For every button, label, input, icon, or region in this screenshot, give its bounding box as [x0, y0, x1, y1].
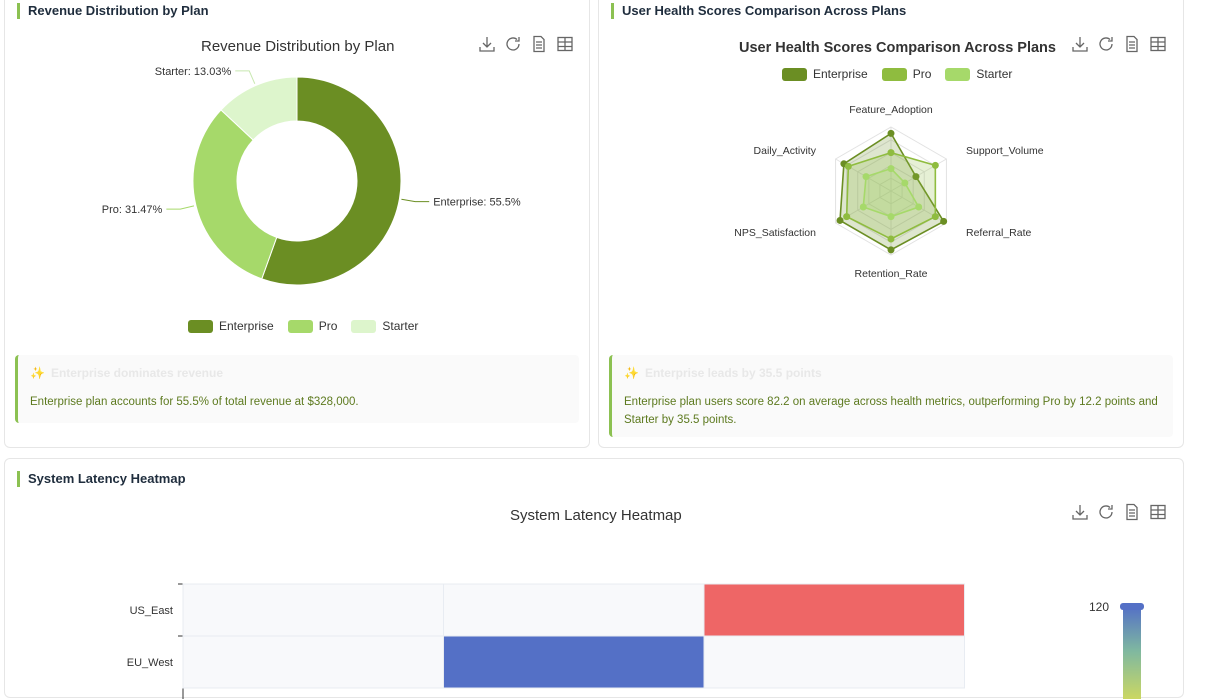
- radar-chart: Feature_Adoption Support_Volume Referral_R…: [734, 104, 1044, 280]
- grid-icon[interactable]: [1149, 503, 1167, 521]
- chart-toolbox: [1071, 35, 1167, 53]
- radar-point[interactable]: [836, 216, 844, 224]
- data-view-icon[interactable]: [1123, 503, 1141, 521]
- radar-point[interactable]: [887, 213, 895, 221]
- card-title: System Latency Heatmap: [17, 471, 186, 487]
- legend-item-pro[interactable]: Pro: [287, 319, 338, 333]
- radar-indicator-label: Retention_Rate: [855, 268, 928, 280]
- radar-indicator-label: Feature_Adoption: [849, 104, 933, 116]
- heatmap-row-label: EU_West: [127, 657, 173, 669]
- pie-label-line: [235, 70, 256, 84]
- grid-icon[interactable]: [556, 35, 574, 53]
- legend-label: Enterprise: [219, 319, 274, 333]
- insight-heading: Enterprise dominates revenue: [50, 366, 224, 380]
- latency-card: System Latency Heatmap System Latency He…: [4, 458, 1184, 699]
- card-title: User Health Scores Comparison Across Pla…: [611, 3, 906, 19]
- heatmap-cell[interactable]: [443, 635, 705, 689]
- visual-map-max-label: 120: [1089, 600, 1109, 614]
- health-card: User Health Scores Comparison Across Pla…: [598, 0, 1184, 448]
- chart-title: System Latency Heatmap: [510, 507, 682, 524]
- radar-legend: Enterprise Pro Starter: [782, 67, 1012, 81]
- grid-icon[interactable]: [1149, 35, 1167, 53]
- card-title: Revenue Distribution by Plan: [17, 3, 209, 19]
- revenue-insight: ✨ Enterprise dominates revenue Enterprise…: [15, 355, 579, 423]
- visual-map-bar[interactable]: [1123, 606, 1141, 699]
- heatmap-chart: US_East EU_West 120: [127, 583, 1144, 699]
- health-insight: ✨ Enterprise leads by 35.5 points Enterpr…: [609, 355, 1173, 437]
- pie-slice-pro[interactable]: [192, 109, 278, 280]
- radar-point[interactable]: [915, 203, 923, 211]
- legend-swatch: [287, 319, 313, 333]
- insight-heading: Enterprise leads by 35.5 points: [644, 366, 822, 380]
- heatmap-row-label: US_East: [130, 605, 173, 617]
- pie-slice-enterprise[interactable]: [261, 76, 402, 286]
- insight-text: Enterprise plan accounts for 55.5% of to…: [30, 396, 359, 408]
- visual-map-handle[interactable]: [1120, 603, 1144, 610]
- pie-label-line: [401, 198, 430, 203]
- legend-swatch: [782, 67, 807, 81]
- heatmap-cell[interactable]: [182, 583, 444, 637]
- radar-point[interactable]: [901, 179, 909, 187]
- refresh-icon[interactable]: [504, 35, 522, 53]
- radar-point[interactable]: [887, 235, 895, 243]
- radar-point[interactable]: [940, 217, 948, 225]
- data-view-icon[interactable]: [530, 35, 548, 53]
- download-icon[interactable]: [1071, 35, 1089, 53]
- radar-point[interactable]: [843, 213, 851, 221]
- revenue-card: Revenue Distribution by Plan Revenue Dis…: [4, 0, 590, 448]
- sparkle-icon: ✨: [624, 366, 639, 380]
- radar-indicator-label: Support_Volume: [966, 145, 1044, 157]
- legend-swatch: [351, 319, 377, 333]
- pie-label: Starter: 13.03%: [155, 66, 232, 78]
- legend-swatch: [945, 67, 971, 81]
- chart-toolbox: [1071, 503, 1167, 521]
- data-view-icon[interactable]: [1123, 35, 1141, 53]
- legend-item-enterprise[interactable]: Enterprise: [188, 319, 274, 333]
- chart-title: Revenue Distribution by Plan: [201, 38, 395, 55]
- legend-item-enterprise[interactable]: Enterprise: [782, 67, 868, 81]
- heatmap-cell[interactable]: [703, 583, 965, 637]
- radar-point[interactable]: [887, 149, 895, 157]
- radar-point[interactable]: [931, 213, 939, 221]
- insight-text: Enterprise plan users score 82.2 on aver…: [624, 396, 1158, 426]
- radar-point[interactable]: [912, 173, 920, 181]
- legend-label: Starter: [976, 67, 1013, 81]
- radar-point[interactable]: [887, 129, 895, 137]
- pie-legend: Enterprise Pro Starter: [188, 319, 418, 333]
- chart-toolbox: [478, 35, 574, 53]
- legend-swatch: [881, 67, 907, 81]
- pie-slice-starter[interactable]: [220, 76, 298, 141]
- radar-indicator-label: Referral_Rate: [966, 227, 1032, 239]
- pie-label: Pro: 31.47%: [102, 204, 163, 216]
- sparkle-icon: ✨: [30, 366, 45, 380]
- refresh-icon[interactable]: [1097, 35, 1115, 53]
- heatmap-cell[interactable]: [703, 635, 965, 689]
- chart-title: User Health Scores Comparison Across Pla…: [739, 40, 1056, 56]
- radar-point[interactable]: [931, 161, 939, 169]
- download-icon[interactable]: [1071, 503, 1089, 521]
- legend-label: Pro: [318, 319, 338, 333]
- radar-point[interactable]: [887, 165, 895, 173]
- legend-swatch: [188, 319, 213, 333]
- refresh-icon[interactable]: [1097, 503, 1115, 521]
- radar-indicator-label: NPS_Satisfaction: [734, 227, 816, 239]
- legend-label: Enterprise: [813, 67, 868, 81]
- legend-item-starter[interactable]: Starter: [351, 319, 418, 333]
- radar-indicator-label: Daily_Activity: [754, 145, 817, 157]
- radar-point[interactable]: [844, 162, 852, 170]
- legend-label: Pro: [912, 67, 932, 81]
- heatmap-cell[interactable]: [443, 583, 705, 637]
- legend-item-pro[interactable]: Pro: [881, 67, 932, 81]
- pie-chart: Enterprise: 55.5% Pro: 31.47% Starter: 13.…: [102, 66, 521, 286]
- radar-point[interactable]: [887, 246, 895, 254]
- pie-label: Enterprise: 55.5%: [433, 197, 521, 209]
- radar-point[interactable]: [862, 173, 870, 181]
- pie-label-line: [166, 205, 195, 210]
- legend-label: Starter: [382, 319, 419, 333]
- heatmap-cell[interactable]: [182, 635, 444, 689]
- download-icon[interactable]: [478, 35, 496, 53]
- legend-item-starter[interactable]: Starter: [945, 67, 1012, 81]
- radar-point[interactable]: [859, 203, 867, 211]
